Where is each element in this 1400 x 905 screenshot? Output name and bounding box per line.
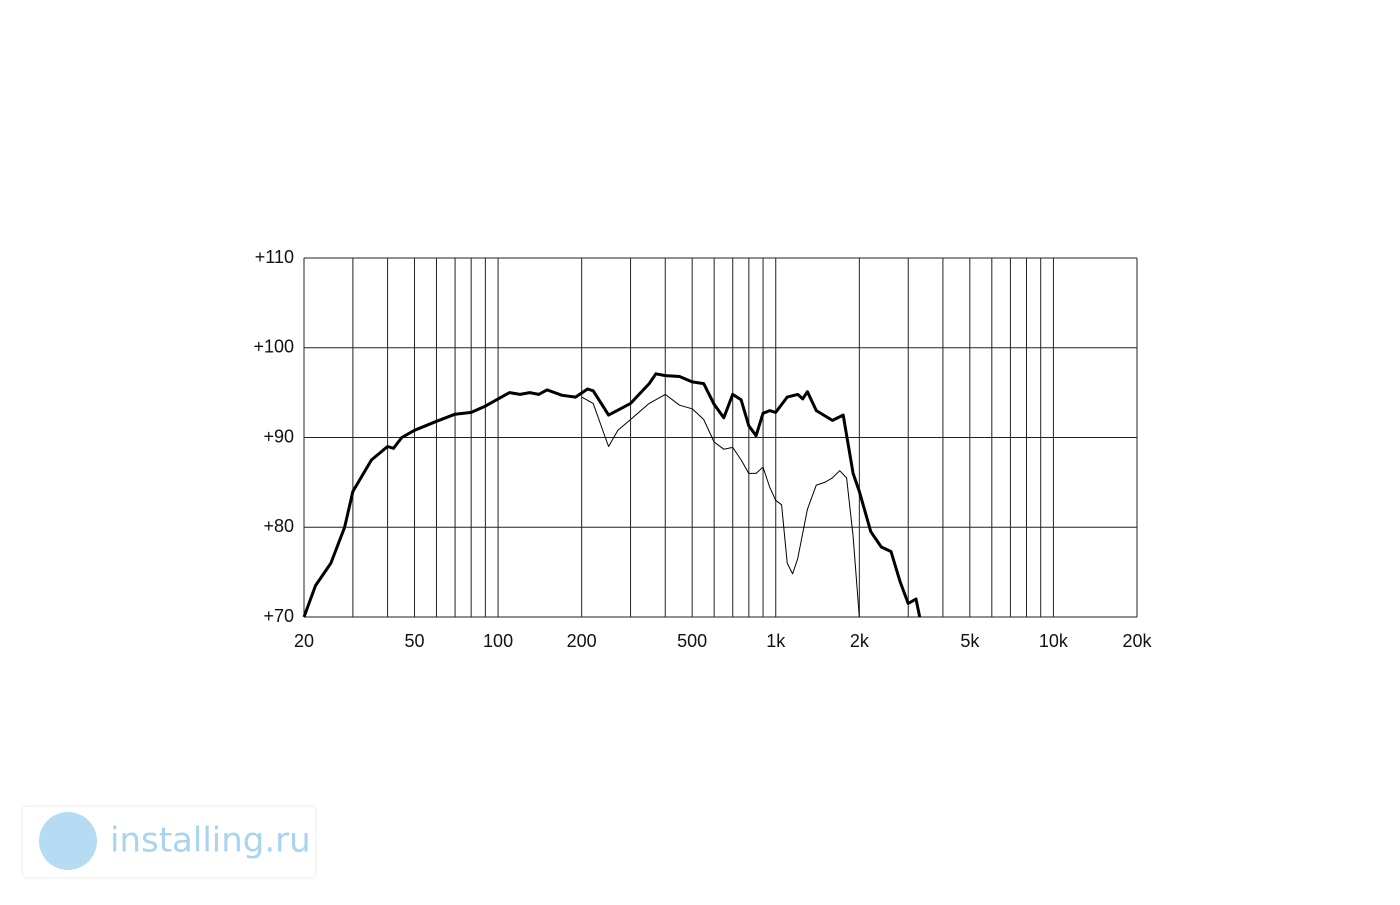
watermark-box: [21, 805, 317, 879]
x-tick-label: 200: [567, 631, 597, 651]
x-tick-label: 100: [483, 631, 513, 651]
x-tick-label: 50: [404, 631, 424, 651]
x-tick-label: 20: [294, 631, 314, 651]
y-tick-label: +80: [263, 516, 294, 536]
y-tick-label: +100: [253, 337, 294, 357]
y-tick-label: +110: [255, 247, 294, 267]
response-line: [581, 393, 860, 618]
x-tick-label: 5k: [960, 631, 980, 651]
y-tick-label: +70: [263, 606, 294, 626]
watermark: installing.ru: [110, 821, 311, 861]
x-tick-label: 10k: [1039, 631, 1069, 651]
watermark-logo: [39, 812, 97, 870]
x-tick-label: 500: [677, 631, 707, 651]
y-tick-label: +90: [263, 426, 294, 446]
x-tick-label: 1k: [766, 631, 786, 651]
x-tick-label: 20k: [1122, 631, 1152, 651]
x-tick-label: 2k: [850, 631, 870, 651]
response-line: [302, 372, 922, 618]
